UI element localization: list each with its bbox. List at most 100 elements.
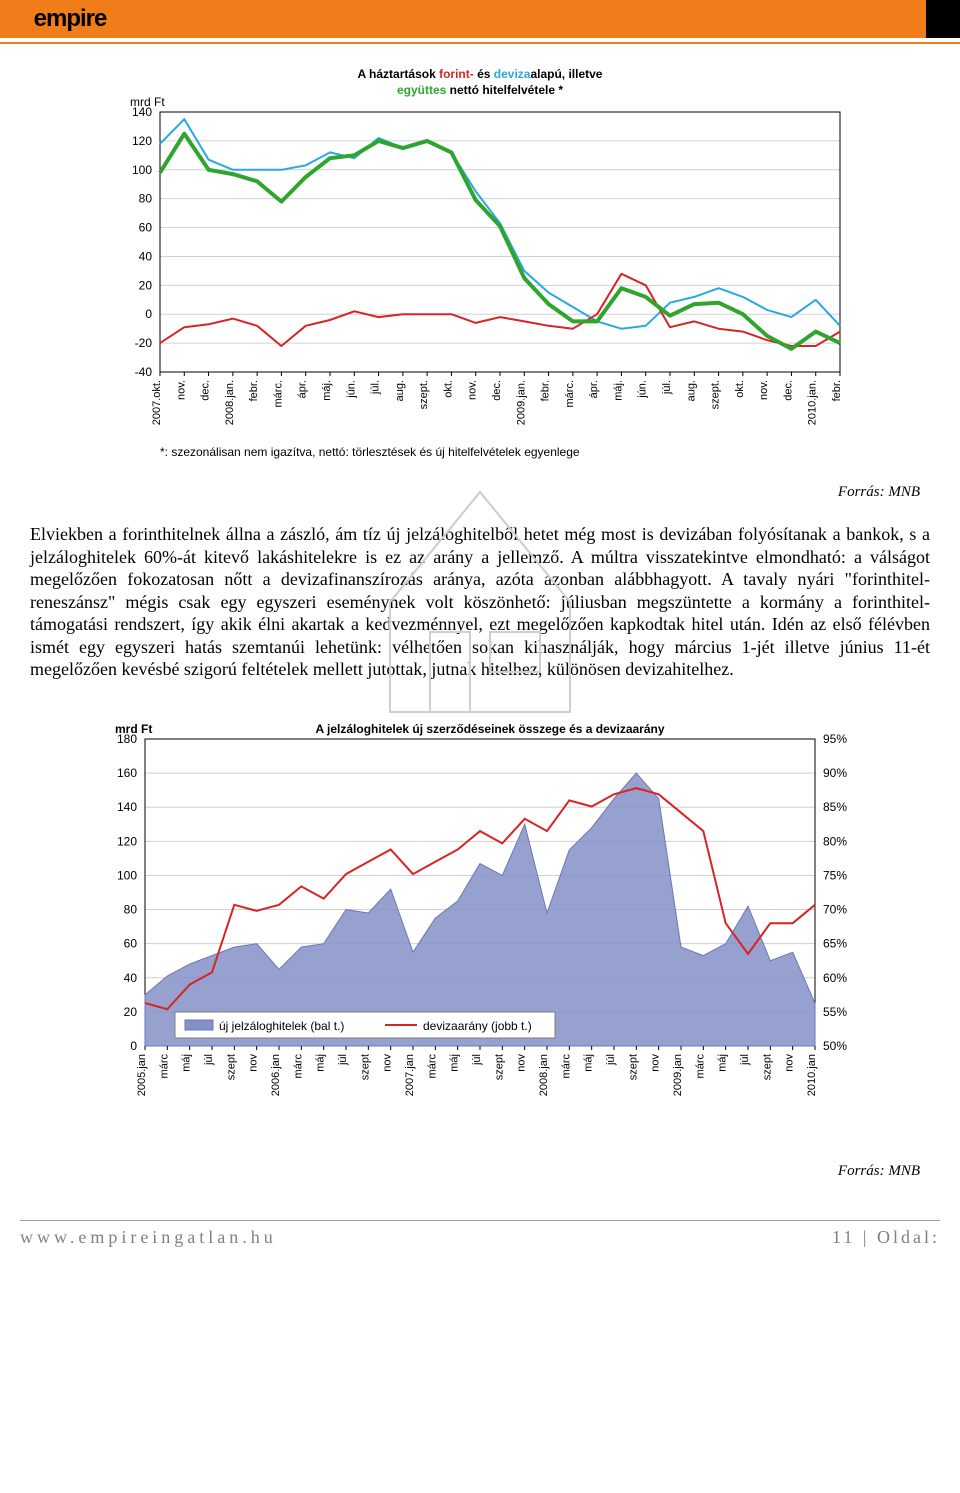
svg-text:nov.: nov.: [467, 380, 479, 400]
chart2-svg: mrd FtA jelzáloghitelek új szerződéseine…: [90, 711, 870, 1141]
svg-text:márc: márc: [694, 1053, 706, 1078]
svg-text:-40: -40: [135, 365, 153, 379]
svg-text:140: 140: [132, 105, 152, 119]
svg-text:jún.: jún.: [637, 380, 649, 399]
svg-text:szept.: szept.: [710, 380, 722, 409]
svg-text:nov.: nov.: [758, 380, 770, 400]
svg-text:20: 20: [124, 1004, 138, 1018]
svg-text:2006.jan: 2006.jan: [270, 1054, 282, 1096]
svg-text:60: 60: [124, 936, 138, 950]
svg-text:aug.: aug.: [394, 380, 406, 401]
svg-text:szept: szept: [493, 1054, 505, 1080]
svg-text:2010.jan: 2010.jan: [806, 1054, 818, 1096]
svg-text:máj: máj: [181, 1054, 193, 1072]
svg-text:2009.jan.: 2009.jan.: [515, 380, 527, 425]
svg-text:dec.: dec.: [491, 380, 503, 401]
footer-page: 11 | Oldal:: [832, 1227, 940, 1248]
svg-text:márc: márc: [158, 1053, 170, 1078]
page-header: empire: [0, 0, 960, 44]
svg-text:júl.: júl.: [370, 380, 382, 395]
svg-text:nov: nov: [382, 1053, 394, 1071]
svg-text:szept: szept: [225, 1054, 237, 1080]
chart2-source: Forrás: MNB: [0, 1163, 920, 1180]
svg-text:dec.: dec.: [200, 380, 212, 401]
svg-text:júl: júl: [605, 1054, 617, 1066]
svg-text:ápr.: ápr.: [297, 380, 309, 398]
svg-text:2008.jan: 2008.jan: [538, 1054, 550, 1096]
svg-text:90%: 90%: [823, 766, 847, 780]
svg-text:20: 20: [139, 278, 153, 292]
svg-text:együttes nettó hitelfelvétele: együttes nettó hitelfelvétele *: [397, 83, 563, 97]
svg-text:okt.: okt.: [442, 380, 454, 398]
svg-text:70%: 70%: [823, 902, 847, 916]
svg-text:80: 80: [139, 192, 153, 206]
chart1-svg: A háztartások forint- és devizaalapú, il…: [100, 62, 860, 462]
svg-text:aug.: aug.: [685, 380, 697, 401]
svg-text:júl: júl: [337, 1054, 349, 1066]
svg-text:0: 0: [145, 307, 152, 321]
svg-text:95%: 95%: [823, 732, 847, 746]
svg-text:febr.: febr.: [248, 380, 260, 401]
svg-text:febr.: febr.: [831, 380, 843, 401]
svg-text:máj: máj: [315, 1054, 327, 1072]
svg-text:2008.jan.: 2008.jan.: [224, 380, 236, 425]
logo-text: empire: [34, 5, 107, 33]
header-orange-bar: [140, 0, 926, 38]
svg-text:új jelzáloghitelek (bal t.): új jelzáloghitelek (bal t.): [219, 1019, 344, 1033]
svg-text:ápr.: ápr.: [588, 380, 600, 398]
svg-text:180: 180: [117, 732, 137, 746]
svg-text:80: 80: [124, 902, 138, 916]
svg-text:A háztartások forint- és deviz: A háztartások forint- és devizaalapú, il…: [358, 67, 603, 81]
svg-text:máj: máj: [717, 1054, 729, 1072]
svg-text:máj: máj: [449, 1054, 461, 1072]
svg-text:A jelzáloghitelek új szerződés: A jelzáloghitelek új szerződéseinek össz…: [315, 722, 664, 736]
svg-text:devizaarány (jobb t.): devizaarány (jobb t.): [423, 1019, 532, 1033]
svg-text:120: 120: [117, 834, 137, 848]
svg-text:2007.okt.: 2007.okt.: [151, 380, 163, 425]
svg-text:jún.: jún.: [345, 380, 357, 399]
svg-text:szept: szept: [359, 1054, 371, 1080]
svg-text:40: 40: [124, 970, 138, 984]
svg-text:75%: 75%: [823, 868, 847, 882]
svg-text:szept: szept: [761, 1054, 773, 1080]
svg-text:szept.: szept.: [418, 380, 430, 409]
svg-text:55%: 55%: [823, 1004, 847, 1018]
svg-text:júl: júl: [471, 1054, 483, 1066]
svg-text:-20: -20: [135, 336, 153, 350]
svg-text:márc: márc: [426, 1053, 438, 1078]
svg-text:márc: márc: [292, 1053, 304, 1078]
chart2-container: mrd FtA jelzáloghitelek új szerződéseine…: [90, 711, 870, 1141]
logo-box: empire: [0, 0, 140, 38]
body-paragraph: Elviekben a forinthitelnek állna a zászl…: [30, 523, 930, 681]
svg-text:*: szezonálisan nem igazítva,: *: szezonálisan nem igazítva, nettó: tör…: [160, 445, 580, 459]
svg-text:140: 140: [117, 800, 137, 814]
header-black-box: [926, 0, 960, 38]
svg-text:100: 100: [132, 163, 152, 177]
svg-text:júl: júl: [739, 1054, 751, 1066]
svg-text:0: 0: [130, 1039, 137, 1053]
svg-text:2007.jan: 2007.jan: [404, 1054, 416, 1096]
svg-text:2009.jan: 2009.jan: [672, 1054, 684, 1096]
svg-text:80%: 80%: [823, 834, 847, 848]
svg-text:120: 120: [132, 134, 152, 148]
svg-text:nov: nov: [650, 1053, 662, 1071]
svg-text:máj.: máj.: [321, 380, 333, 401]
footer-url: www.empireingatlan.hu: [20, 1227, 277, 1248]
svg-text:dec.: dec.: [782, 380, 794, 401]
svg-text:júl: júl: [203, 1054, 215, 1066]
svg-text:szept: szept: [627, 1054, 639, 1080]
svg-text:márc.: márc.: [272, 380, 284, 408]
svg-text:okt.: okt.: [734, 380, 746, 398]
svg-text:márc: márc: [560, 1053, 572, 1078]
svg-text:160: 160: [117, 766, 137, 780]
svg-text:85%: 85%: [823, 800, 847, 814]
svg-text:60%: 60%: [823, 970, 847, 984]
svg-text:febr.: febr.: [540, 380, 552, 401]
header-rule: [0, 42, 960, 44]
svg-text:50%: 50%: [823, 1039, 847, 1053]
svg-text:júl.: júl.: [661, 380, 673, 395]
svg-text:máj.: máj.: [612, 380, 624, 401]
svg-text:nov.: nov.: [175, 380, 187, 400]
svg-text:márc.: márc.: [564, 380, 576, 408]
svg-text:2010.jan.: 2010.jan.: [807, 380, 819, 425]
